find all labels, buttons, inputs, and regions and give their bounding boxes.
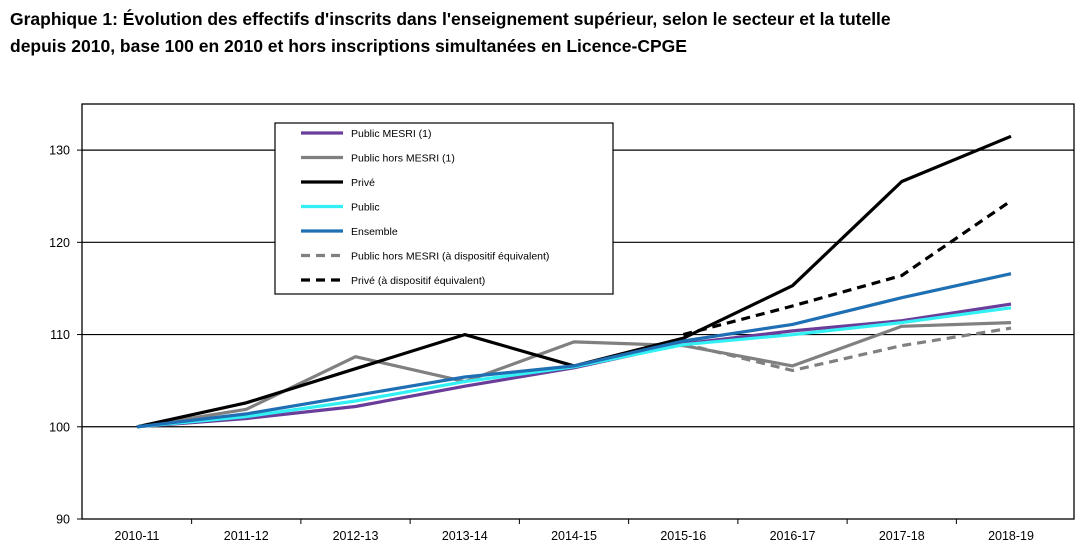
legend-label: Public xyxy=(351,202,380,214)
y-tick-label: 130 xyxy=(49,144,70,158)
legend-box xyxy=(274,122,614,295)
series-line-ensemble xyxy=(136,272,1012,429)
x-tick-label: 2012-13 xyxy=(333,529,379,543)
x-tick-label: 2013-14 xyxy=(442,529,488,543)
legend-label: Ensemble xyxy=(351,226,398,238)
series-lines xyxy=(136,134,1012,429)
y-tick-label: 120 xyxy=(49,236,70,250)
x-tick-label: 2011-12 xyxy=(224,529,269,543)
y-tick-label: 100 xyxy=(49,420,70,434)
legend: Public MESRI (1) Public hors MESRI (1) Pri… xyxy=(274,122,614,295)
chart-title: Graphique 1: Évolution des effectifs d'i… xyxy=(10,6,1080,60)
series-line-prive-a-dispositif-equivalent xyxy=(682,199,1012,337)
axis-ticks: 90 100 110 120 130 2010-11 2011-12 2012-13 2013-… xyxy=(49,144,1034,543)
x-tick-label: 2010-11 xyxy=(115,529,160,543)
chart-title-line-1: Graphique 1: Évolution des effectifs d'i… xyxy=(10,9,891,29)
y-tick-label: 90 xyxy=(56,513,70,527)
legend-label: Public hors MESRI (1) xyxy=(351,153,455,165)
legend-label: Privé xyxy=(351,177,375,189)
x-tick-label: 2017-18 xyxy=(879,529,925,543)
legend-label: Privé (à dispositif équivalent) xyxy=(351,275,485,287)
chart-title-line-2: depuis 2010, base 100 en 2010 et hors in… xyxy=(10,36,687,56)
legend-label: Public MESRI (1) xyxy=(351,128,432,140)
x-tick-label: 2014-15 xyxy=(551,529,597,543)
x-tick-label: 2018-19 xyxy=(988,529,1034,543)
series-line-public-hors-mesri-a-dispositif-equivalent xyxy=(682,326,1012,373)
legend-label: Public hors MESRI (à dispositif équivale… xyxy=(351,251,549,263)
y-tick-label: 110 xyxy=(50,328,70,342)
x-tick-label: 2015-16 xyxy=(660,529,706,543)
x-tick-label: 2016-17 xyxy=(770,529,816,543)
